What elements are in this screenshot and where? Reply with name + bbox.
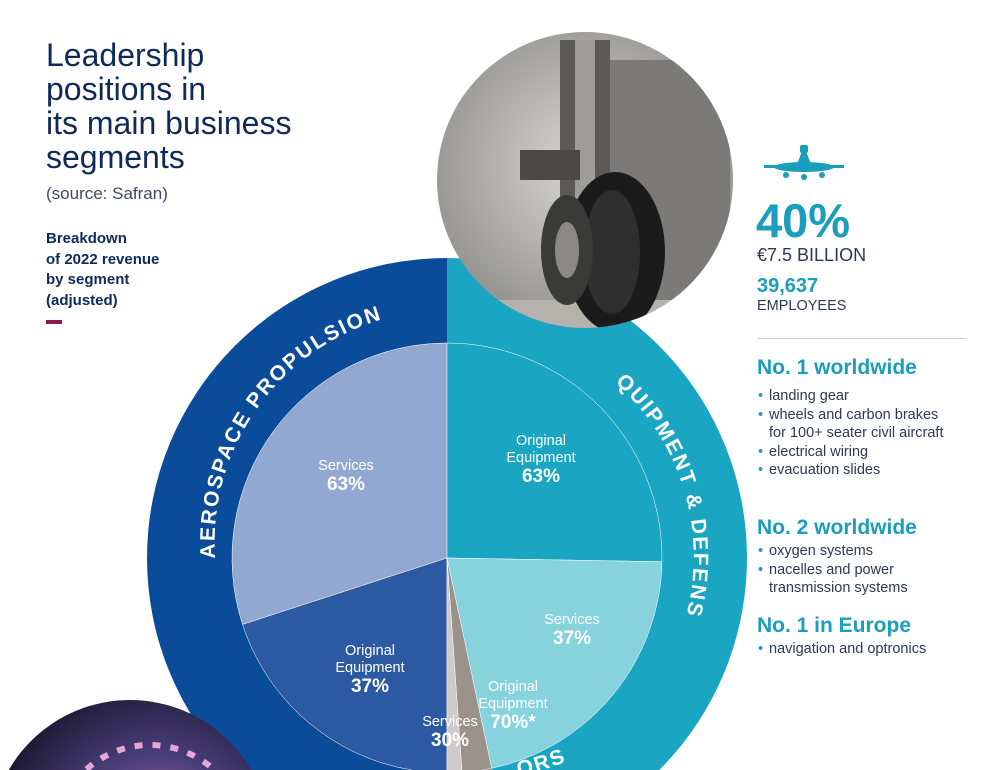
subtitle-line: Breakdown [46, 230, 127, 247]
employees-label: EMPLOYEES [757, 298, 847, 314]
segment-ring-propulsion [147, 258, 447, 770]
slice-label: Equipment [506, 450, 575, 466]
subtitle-line: (adjusted) [46, 291, 118, 309]
subtitle-line: by segment [46, 271, 130, 288]
divider [758, 338, 966, 339]
list-item: wheels and carbon brakes for 100+ seater… [757, 406, 944, 443]
ranking-title: No. 2 worldwide [757, 516, 917, 539]
slice-label: Original [516, 433, 566, 449]
title-line: segments [46, 139, 185, 175]
ranking-list: landing gear wheels and carbon brakes fo… [757, 387, 972, 480]
pie-labels: Services63%OriginalEquipment37%OriginalE… [318, 433, 600, 751]
segment-revenue: €7.5 BILLION [757, 245, 867, 265]
subtitle-line: of 2022 revenue [46, 250, 160, 268]
slice-value: 37% [553, 628, 591, 649]
list-item: nacelles and power transmission systems [757, 561, 944, 598]
slice-value: 37% [351, 676, 389, 697]
list-item: evacuation slides [757, 461, 972, 480]
chart-subtitle: Breakdown of 2022 revenue by segment (ad… [46, 229, 226, 311]
slice-label: Original [345, 643, 395, 659]
accent-bar [46, 320, 62, 324]
slice-value: 30% [431, 730, 469, 751]
pie-slice [242, 557, 448, 770]
source-note: (source: Safran) [46, 184, 168, 203]
ranking-list: oxygen systems nacelles and power transm… [757, 542, 972, 598]
slice-label: Services [422, 714, 478, 730]
pie-slices [231, 342, 663, 770]
slice-label: Services [318, 458, 374, 474]
ranking-list: navigation and optronics [757, 640, 972, 659]
segment-ring-equipment [447, 258, 747, 770]
title-line: Leadership [46, 37, 205, 73]
slice-value: 63% [522, 466, 560, 487]
segment-share: 40% [756, 194, 851, 247]
pie-slice [446, 557, 463, 770]
slice-label: Original [488, 679, 538, 695]
slice-label: Equipment [335, 660, 404, 676]
list-item: electrical wiring [757, 443, 972, 462]
page-title: Leadership positions in its main busines… [46, 38, 376, 174]
title-line: positions in [46, 71, 207, 107]
pie-slice [446, 557, 663, 769]
pie-slice [231, 342, 448, 625]
slice-label: Services [544, 612, 600, 628]
title-line: its main business [46, 105, 292, 141]
ranking-title: No. 1 worldwide [757, 356, 917, 379]
slice-value: 70%* [490, 712, 536, 733]
list-item: navigation and optronics [757, 640, 972, 659]
engine-photo [8, 700, 252, 770]
airplane-icon [764, 145, 844, 180]
list-item: oxygen systems [757, 542, 972, 561]
employees-number: 39,637 [757, 275, 819, 297]
slice-value: 63% [327, 474, 365, 495]
slice-label: Equipment [478, 696, 547, 712]
list-item: landing gear [757, 387, 972, 406]
ranking-title: No. 1 in Europe [757, 614, 912, 637]
pie-slice [446, 342, 663, 563]
